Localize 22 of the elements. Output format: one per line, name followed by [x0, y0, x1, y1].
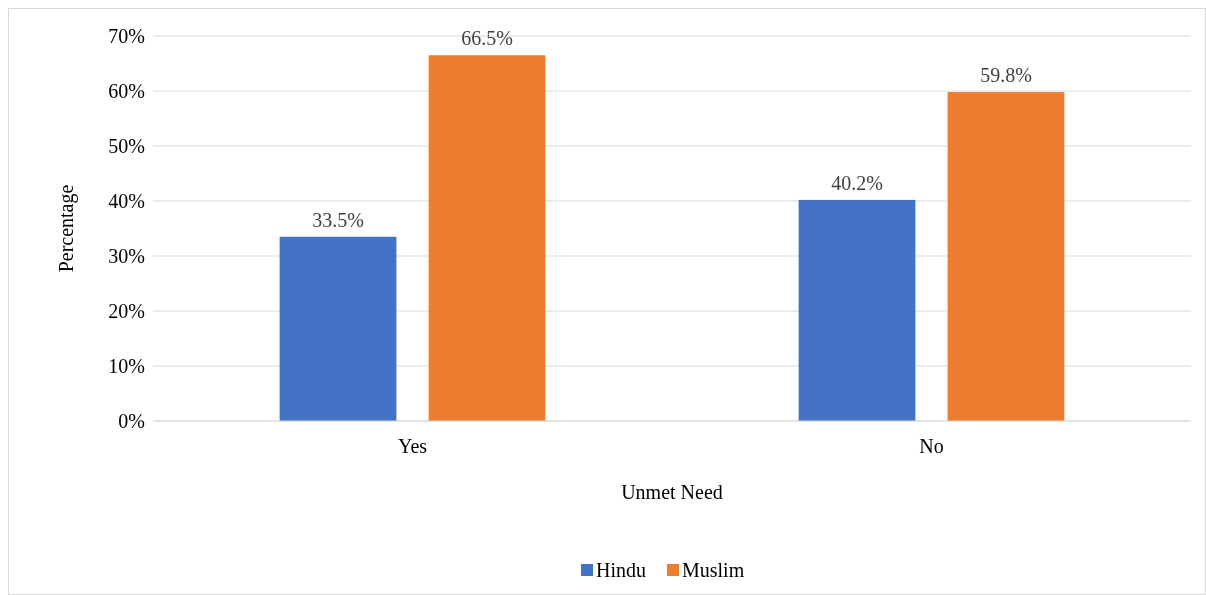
y-tick-label: 20% [108, 300, 145, 322]
data-label: 40.2% [831, 171, 883, 194]
y-axis-title: Percentage [55, 184, 78, 273]
legend-label: Hindu [596, 559, 646, 581]
data-label: 66.5% [461, 27, 513, 50]
y-tick-label: 40% [108, 190, 145, 212]
y-tick-label: 50% [108, 135, 145, 157]
x-tick-label: No [919, 435, 944, 457]
y-tick-label: 10% [108, 355, 145, 377]
bar [798, 199, 916, 421]
data-label: 33.5% [312, 208, 364, 231]
x-tick-label: Yes [397, 435, 428, 457]
y-tick-label: 30% [108, 245, 145, 267]
legend-label: Muslim [682, 559, 745, 581]
bar [279, 236, 397, 421]
y-tick-label: 70% [108, 25, 145, 47]
data-label: 59.8% [980, 64, 1032, 87]
x-axis-title: Unmet Need [621, 481, 723, 503]
y-tick-label: 0% [118, 410, 145, 432]
bar [428, 55, 546, 421]
y-tick-label: 60% [108, 80, 145, 102]
bar [947, 92, 1065, 421]
